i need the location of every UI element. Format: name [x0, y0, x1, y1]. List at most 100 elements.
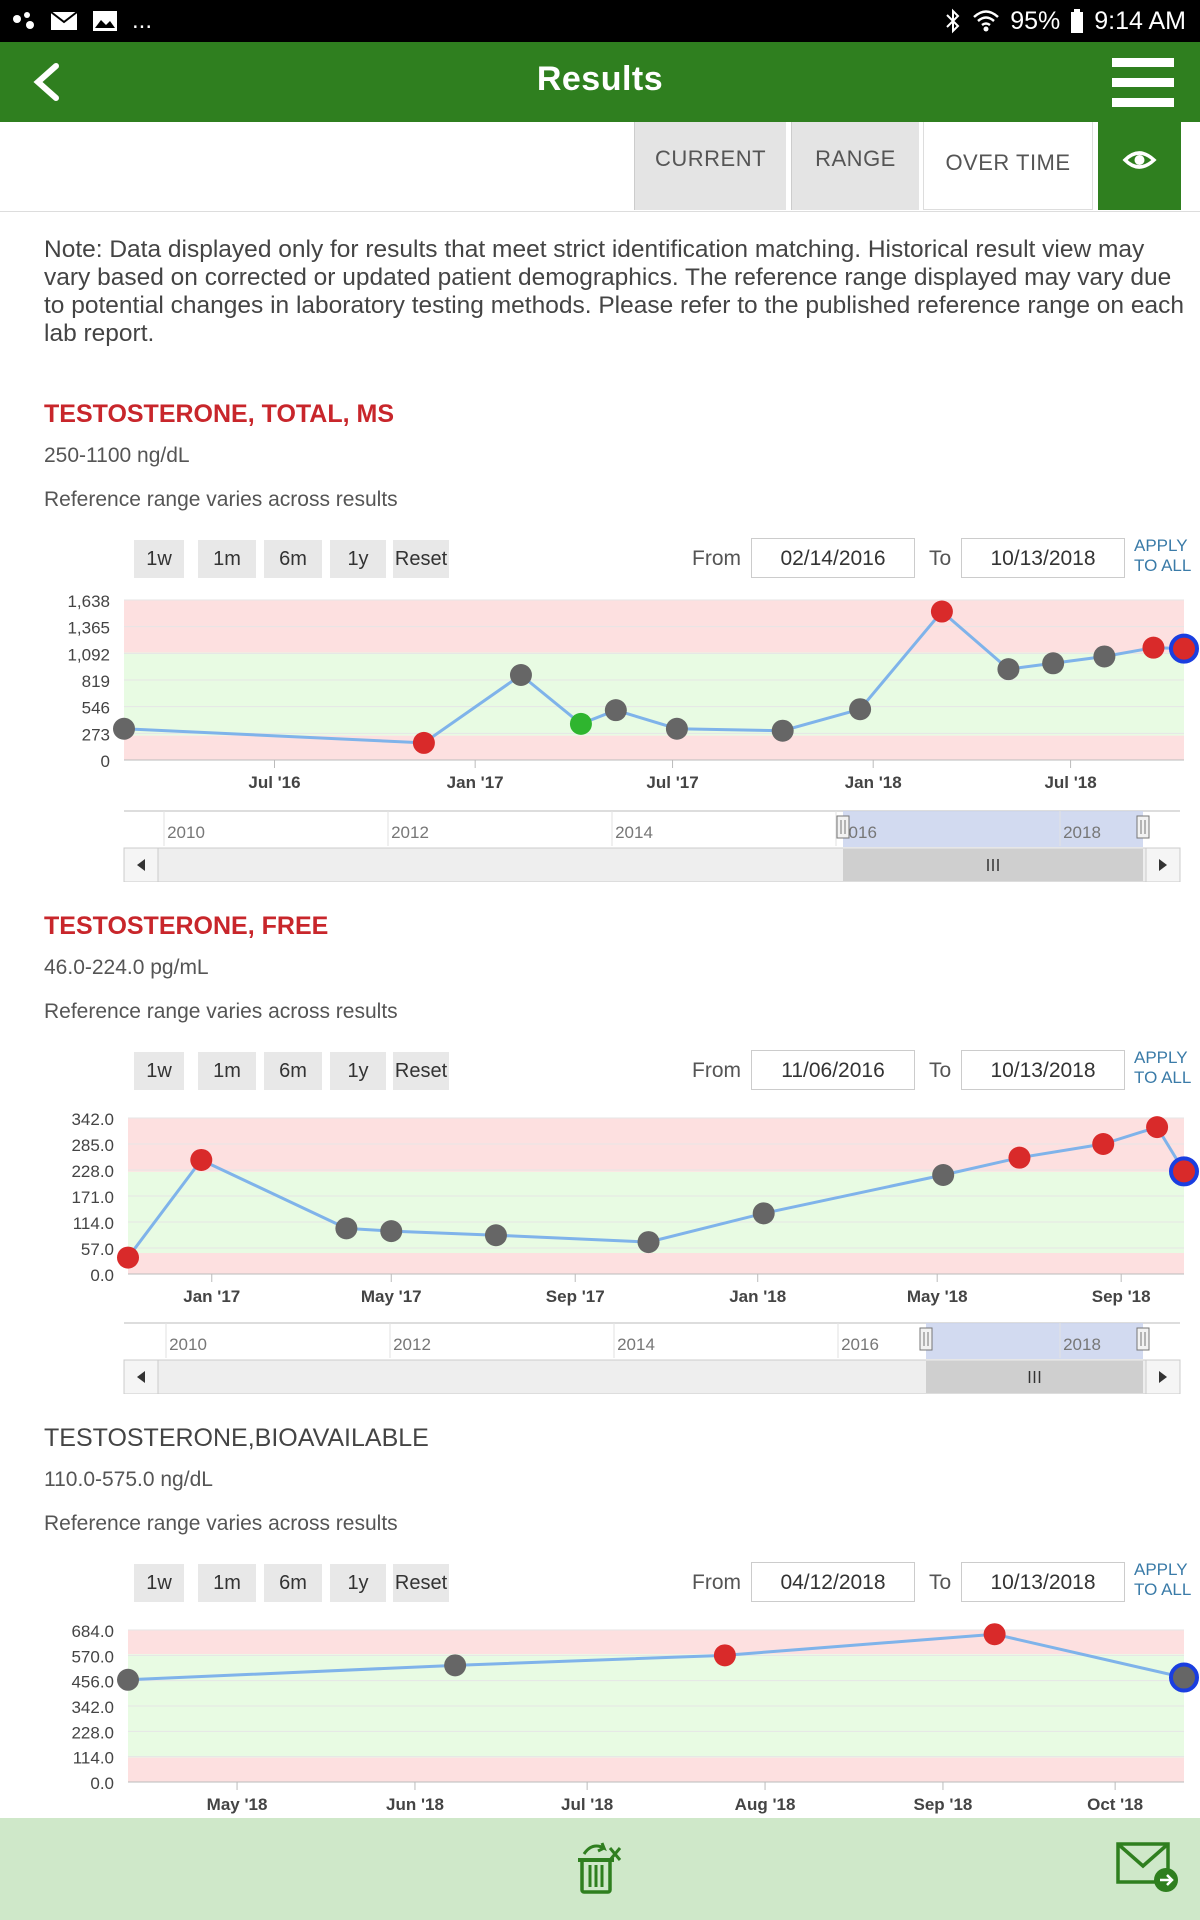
section-title: TESTOSTERONE, TOTAL, MS — [44, 400, 395, 428]
zoom-button-1y[interactable]: 1y — [330, 1052, 386, 1090]
navigator-year-label: 2018 — [1063, 1335, 1101, 1354]
data-point — [997, 658, 1020, 681]
navigator-year-label: 2012 — [391, 823, 429, 842]
recycle-bin-icon[interactable] — [572, 1840, 626, 1896]
y-tick-label: 228.0 — [71, 1723, 114, 1742]
battery-icon — [1071, 9, 1084, 33]
x-tick-label: Jul '17 — [646, 773, 698, 792]
x-tick-label: Jun '18 — [386, 1795, 444, 1814]
battery-percent: 95% — [1010, 6, 1061, 35]
data-point — [569, 712, 592, 735]
range-navigator[interactable]: 2010 2012 2014 2016 2018 — [0, 810, 1200, 882]
zoom-button-1m[interactable]: 1m — [198, 540, 256, 578]
data-point — [1169, 1156, 1199, 1187]
data-point — [117, 1668, 139, 1691]
navigator-window — [843, 811, 1143, 847]
tab-over-time[interactable]: OVER TIME — [923, 122, 1093, 210]
navigator-year-label: 2014 — [617, 1335, 655, 1354]
apply-to-all-button[interactable]: APPLY TO ALL — [1134, 1560, 1191, 1600]
zoom-button-1w[interactable]: 1w — [134, 1052, 184, 1090]
zoom-button-1w[interactable]: 1w — [134, 1564, 184, 1602]
zoom-button-reset[interactable]: Reset — [393, 540, 449, 578]
data-point — [1092, 1133, 1115, 1155]
tab-current[interactable]: CURRENT — [634, 122, 786, 210]
reference-range-text: 250-1100 ng/dL — [44, 444, 190, 467]
y-tick-label: 546 — [82, 699, 110, 718]
zoom-button-1y[interactable]: 1y — [330, 540, 386, 578]
image-icon — [93, 11, 117, 31]
app-bar: Results — [0, 42, 1200, 122]
high-band — [128, 1118, 1184, 1172]
y-tick-label: 0.0 — [90, 1774, 114, 1793]
x-tick-label: Jan '17 — [447, 773, 504, 792]
y-tick-label: 684.0 — [71, 1622, 114, 1641]
data-point — [113, 717, 135, 740]
mail-send-icon[interactable] — [1116, 1838, 1182, 1894]
apply-label-line1: APPLY — [1134, 1048, 1188, 1067]
x-tick-label: Jul '18 — [561, 1795, 613, 1814]
data-point — [713, 1644, 736, 1667]
data-point — [335, 1217, 358, 1240]
apply-label-line2: TO ALL — [1134, 1580, 1192, 1599]
y-tick-label: 0.0 — [90, 1266, 114, 1285]
apply-to-all-button[interactable]: APPLY TO ALL — [1134, 1048, 1191, 1088]
y-tick-label: 456.0 — [71, 1673, 114, 1692]
data-point — [665, 717, 688, 740]
chevron-left-icon[interactable] — [26, 60, 70, 104]
range-varies-note: Reference range varies across results — [44, 488, 398, 511]
apply-label-line1: APPLY — [1134, 536, 1188, 555]
navigator-handle — [919, 1327, 933, 1351]
data-point — [484, 1224, 507, 1247]
to-date-input[interactable]: 10/13/2018 — [961, 1050, 1125, 1090]
eye-toggle-button[interactable] — [1098, 122, 1181, 210]
disclaimer-note: Note: Data displayed only for results th… — [44, 236, 1184, 347]
data-point — [444, 1654, 467, 1677]
from-label: From — [692, 547, 741, 570]
to-label: To — [929, 1059, 952, 1082]
zoom-button-1w[interactable]: 1w — [134, 540, 184, 578]
x-tick-label: Sep '18 — [914, 1795, 973, 1814]
y-tick-label: 819 — [82, 672, 110, 691]
trend-chart: 1,638 1,365 1,092 819 546 273 0 Jul '16 Jan '17 J… — [67, 592, 1199, 792]
y-tick-label: 114.0 — [73, 1214, 114, 1233]
high-band — [128, 1630, 1184, 1655]
clock: 9:14 AM — [1094, 6, 1186, 35]
from-date-input[interactable]: 04/12/2018 — [751, 1562, 915, 1602]
x-tick-label: Jan '17 — [183, 1287, 240, 1306]
eye-icon — [1122, 151, 1157, 169]
tab-bar: CURRENT RANGE OVER TIME — [0, 122, 1200, 212]
navigator-year-label: 2010 — [169, 1335, 207, 1354]
zoom-button-6m[interactable]: 6m — [264, 540, 322, 578]
from-date-input[interactable]: 11/06/2016 — [751, 1050, 915, 1090]
from-date-input[interactable]: 02/14/2016 — [751, 538, 915, 578]
data-point — [1142, 636, 1165, 659]
hamburger-menu-icon[interactable] — [1112, 58, 1174, 110]
navigator-handle — [836, 815, 850, 839]
low-band — [128, 1253, 1184, 1274]
arrow-right-icon — [1159, 1371, 1167, 1383]
data-point — [509, 664, 532, 687]
data-point — [117, 1246, 139, 1269]
to-label: To — [929, 547, 952, 570]
to-date-input[interactable]: 10/13/2018 — [961, 1562, 1125, 1602]
zoom-button-1y[interactable]: 1y — [330, 1564, 386, 1602]
zoom-button-6m[interactable]: 6m — [264, 1052, 322, 1090]
zoom-button-1m[interactable]: 1m — [198, 1564, 256, 1602]
zoom-button-reset[interactable]: Reset — [393, 1564, 449, 1602]
bluetooth-icon — [946, 8, 960, 34]
apply-label-line1: APPLY — [1134, 1560, 1188, 1579]
zoom-button-6m[interactable]: 6m — [264, 1564, 322, 1602]
data-point — [412, 731, 435, 754]
navigator-year-label: 2010 — [167, 823, 205, 842]
x-tick-label: Jan '18 — [845, 773, 902, 792]
status-overflow: ... — [132, 7, 153, 34]
zoom-button-1m[interactable]: 1m — [198, 1052, 256, 1090]
tab-range[interactable]: RANGE — [791, 122, 919, 210]
x-tick-label: May '17 — [361, 1287, 422, 1306]
zoom-button-reset[interactable]: Reset — [393, 1052, 449, 1090]
to-date-input[interactable]: 10/13/2018 — [961, 538, 1125, 578]
navigator-year-label: 2012 — [393, 1335, 431, 1354]
range-navigator[interactable]: 2010 2012 2014 2016 2018 — [0, 1322, 1200, 1394]
navigator-window — [926, 1323, 1143, 1359]
apply-to-all-button[interactable]: APPLY TO ALL — [1134, 536, 1191, 576]
